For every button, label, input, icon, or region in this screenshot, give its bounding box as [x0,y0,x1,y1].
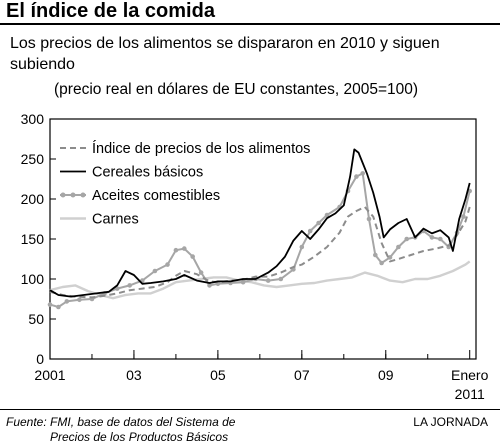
series-point-2 [207,283,212,288]
series-point-2 [316,220,321,226]
title-divider [0,23,500,25]
legend-label-0: Índice de precios de los alimentos [92,140,310,157]
unit-note: (precio real en dólares de EU constantes… [54,81,419,98]
publisher-credit: LA JORNADA [413,415,488,429]
y-tick-label: 300 [21,111,45,127]
series-point-2 [77,297,82,303]
series-point-2 [182,246,187,251]
y-tick-label: 200 [21,191,45,207]
series-point-2 [360,171,366,176]
series-point-2 [114,286,120,291]
legend-label-2: Aceites comestibles [92,188,220,204]
chart-series [47,148,473,310]
y-tick-label: 0 [36,351,44,367]
series-point-2 [379,260,384,266]
series-point-2 [396,244,401,250]
series-point-2 [461,214,466,219]
series-point-2 [299,244,305,250]
series-point-2 [307,228,313,234]
chart-subtitle: Los precios de los alimentos se disparar… [10,35,440,73]
series-point-2 [165,262,170,267]
series-point-2 [47,302,53,307]
legend-label-3: Carnes [92,212,139,228]
series-point-2 [64,299,70,304]
chart-title: El índice de la comida [6,0,215,22]
series-point-2 [373,252,378,258]
legend-marker [80,192,86,198]
legend-marker [70,192,76,198]
series-point-2 [354,174,359,179]
legend-label-1: Cereales básicos [92,165,203,181]
x-tick-label: 2001 [34,367,65,383]
x-tick-label: 07 [294,367,310,383]
x-tick-label: 09 [378,367,394,383]
footer-divider [0,409,500,410]
series-point-2 [366,216,372,222]
y-tick-label: 100 [21,271,45,287]
y-tick-label: 150 [21,231,45,247]
series-line-3 [49,260,471,300]
chart-legend: Índice de precios de los alimentos Cereal… [60,140,310,228]
series-point-2 [152,268,158,274]
x-tick-label-line2: 2011 [455,386,485,402]
series-point-2 [56,304,61,310]
series-point-2 [429,235,435,240]
series-point-2 [127,283,132,288]
series-point-2 [173,247,179,253]
series-point-2 [438,236,443,242]
source-line-2: Precios de los Productos Básicos [50,430,229,444]
series-point-2 [387,255,393,260]
series-point-2 [190,254,195,259]
source-line-1: Fuente: FMI, base de datos del Sistema d… [6,415,236,429]
y-tick-label: 250 [21,151,45,167]
series-point-2 [324,212,330,218]
series-point-2 [404,236,410,242]
chart-axes: 0 50 100 150 200 250 300 2001 03 05 07 09 Enero 2011 [21,111,489,402]
y-tick-label: 50 [28,311,44,327]
legend-marker [60,192,66,198]
series-point-2 [240,279,246,285]
x-tick-label: Enero [451,367,489,383]
series-line-1 [49,148,471,298]
series-point-2 [265,278,271,283]
series-point-2 [198,270,204,275]
source-note: Fuente: FMI, base de datos del Sistema d… [6,415,235,445]
x-tick-label: 03 [126,367,142,383]
x-tick-label: 05 [210,367,226,383]
series-line-0 [49,206,471,299]
series-point-2 [278,276,284,282]
